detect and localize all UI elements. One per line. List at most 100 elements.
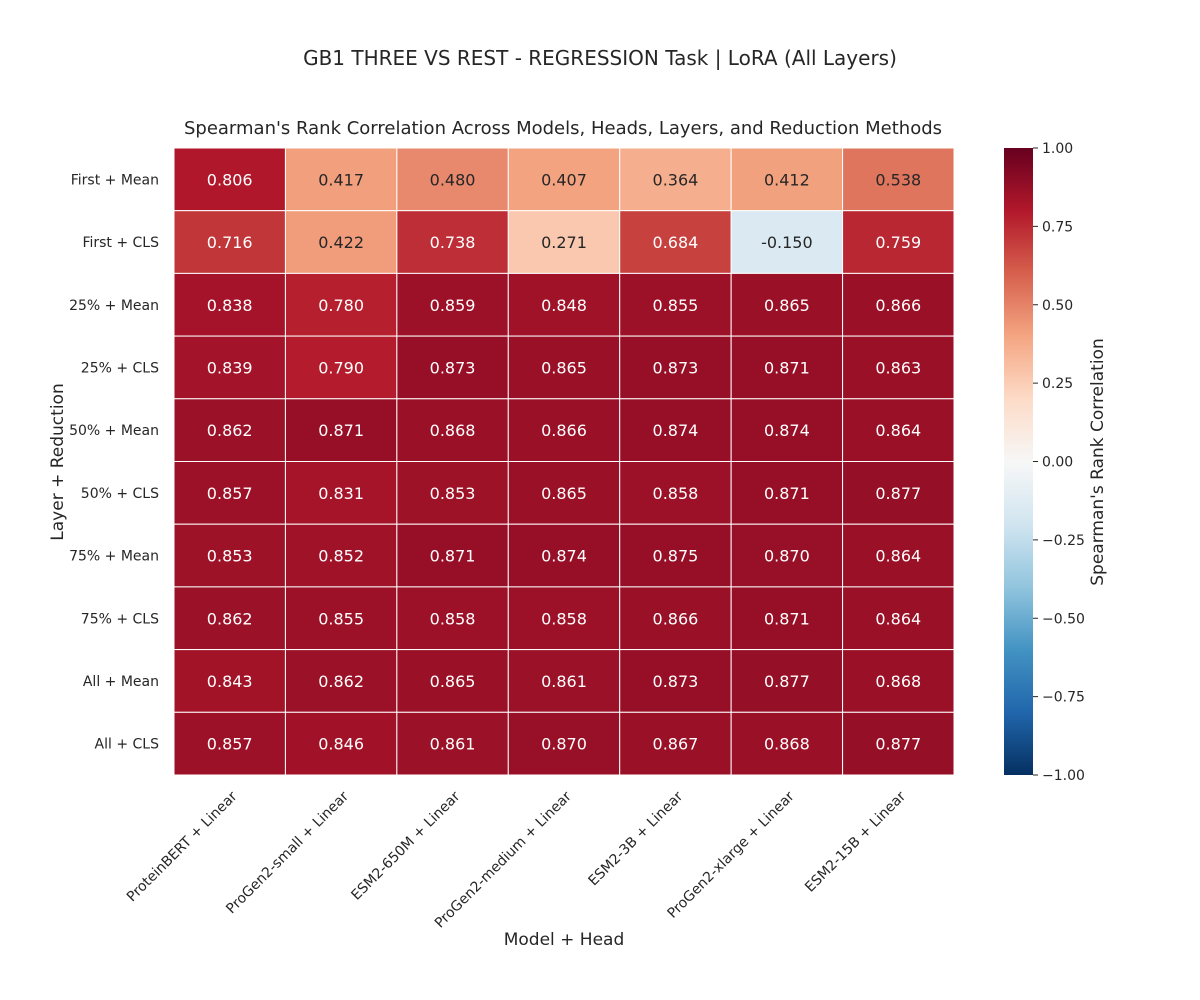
cell-value-label: 0.877 [875,484,921,503]
y-tick-label: All + Mean [83,674,159,690]
cell-value-label: 0.480 [430,170,476,189]
colorbar-tick-label: 0.50 [1042,298,1073,314]
cell-value-label: 0.857 [207,735,253,754]
y-axis-label: Layer + Reduction [48,383,68,540]
heatmap-cell [173,461,286,525]
heatmap-cell [396,649,509,713]
cell-value-label: 0.865 [541,484,587,503]
colorbar-ticks: 1.00 0.75 0.50 0.25 0.00 −0.25 −0.50 −0.75 −1.00 [1033,141,1085,784]
heatmap-cell [507,272,621,337]
figure-suptitle: GB1 THREE VS REST - REGRESSION Task | Lo… [303,46,897,70]
cell-value-label: 0.684 [653,233,699,252]
heatmap-cell [173,711,286,776]
colorbar-tick-label: 0.25 [1042,376,1073,392]
y-tick-label: 25% + Mean [69,298,159,314]
cell-value-label: 0.417 [318,170,364,189]
cell-value-label: 0.871 [430,547,476,566]
chart-title: Spearman's Rank Correlation Across Model… [184,118,942,139]
heatmap-cell [284,147,398,212]
colorbar-gradient [1004,148,1033,775]
heatmap-cell [619,272,732,337]
colorbar-tick-label: 1.00 [1042,141,1073,157]
x-tick-label: ProGen2-small + Linear [223,788,352,917]
colorbar-tick-label: −0.25 [1042,533,1085,549]
heatmap-cell [284,272,398,337]
cell-value-label: 0.871 [764,484,810,503]
cell-value-label: 0.866 [875,296,921,315]
heatmap-cell [730,523,844,588]
cell-value-label: 0.874 [764,421,810,440]
heatmap-cell [842,335,955,400]
cell-value-label: 0.738 [430,233,476,252]
y-tick-label: 75% + CLS [81,611,159,627]
cell-value-label: 0.846 [318,735,364,754]
cell-value-label: 0.838 [207,296,253,315]
x-tick-label: ESM2-3B + Linear [586,788,687,889]
cell-value-label: 0.873 [430,358,476,377]
heatmap-cell [173,210,286,274]
cell-value-label: 0.839 [207,358,253,377]
heatmap-cell [730,586,844,651]
heatmap-cell [173,147,286,212]
cell-value-label: 0.871 [764,358,810,377]
heatmap-cell [730,147,844,212]
heatmap-cell [507,711,621,776]
heatmap-cell [507,461,621,525]
heatmap-cell [842,586,955,651]
x-tick-label: ProteinBERT + Linear [124,788,241,905]
heatmap-cell [396,461,509,525]
heatmap-cell [730,711,844,776]
heatmap-cell [173,586,286,651]
heatmap-cell [507,586,621,651]
cell-value-label: 0.864 [875,421,921,440]
cell-value-label: 0.864 [875,609,921,628]
cell-value-label: 0.364 [653,170,699,189]
heatmap-cell [396,147,509,212]
cell-value-label: 0.877 [875,735,921,754]
heatmap-cell [730,272,844,337]
y-tick-label: 50% + Mean [69,423,159,439]
cell-value-label: 0.870 [764,547,810,566]
cell-value-label: 0.853 [430,484,476,503]
heatmap-cell [842,523,955,588]
heatmap-cell [173,523,286,588]
cell-value-label: 0.868 [764,735,810,754]
heatmap-cell [619,649,732,713]
cell-value-label: 0.868 [875,672,921,691]
heatmap-cell [842,272,955,337]
heatmap-cell [396,711,509,776]
colorbar-label: Spearman's Rank Correlation [1088,338,1108,585]
heatmap-cell [842,711,955,776]
cell-value-label: 0.855 [653,296,699,315]
heatmap-cell [619,210,732,274]
y-tick-label: 75% + Mean [69,549,159,565]
x-tick-label: ESM2-15B + Linear [802,788,909,895]
heatmap-cell [396,523,509,588]
cell-value-label: 0.867 [653,735,699,754]
heatmap-cell [730,335,844,400]
cell-value-label: 0.871 [318,421,364,440]
cell-value-label: 0.877 [764,672,810,691]
heatmap-cell [842,398,955,462]
cell-value-label: 0.874 [541,547,587,566]
cell-value-label: 0.422 [318,233,364,252]
y-tick-label: First + Mean [71,172,159,188]
cell-value-label: -0.150 [761,233,813,252]
cell-value-label: 0.871 [764,609,810,628]
colorbar-tick-label: 0.75 [1042,219,1073,235]
cell-value-label: 0.870 [541,735,587,754]
heatmap-cell [730,210,844,274]
cell-value-label: 0.858 [430,609,476,628]
cell-value-label: 0.831 [318,484,364,503]
cell-value-label: 0.853 [207,547,253,566]
colorbar-tick-label: −1.00 [1042,768,1085,784]
x-axis-label: Model + Head [504,930,625,950]
heatmap-cell [619,461,732,525]
cell-value-label: 0.412 [764,170,810,189]
cell-value-label: 0.866 [653,609,699,628]
heatmap-cell [284,461,398,525]
cell-value-label: 0.865 [430,672,476,691]
y-tick-labels: First + Mean First + CLS 25% + Mean 25% + C… [69,172,159,752]
